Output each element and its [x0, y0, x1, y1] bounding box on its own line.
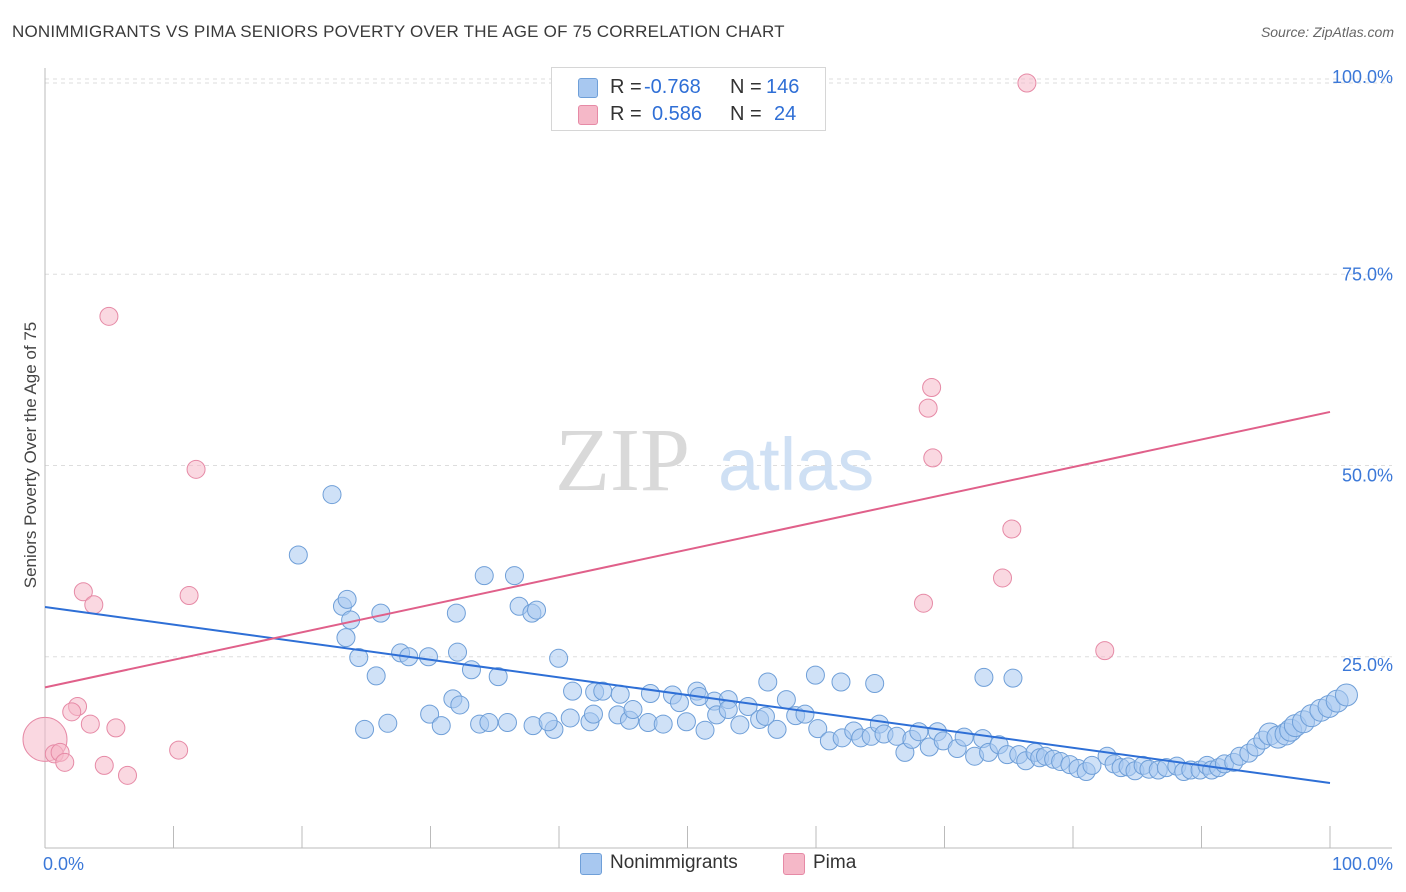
nonimmigrants-point: [420, 704, 440, 724]
legend-n-label: N =: [730, 103, 762, 125]
legend-r-value: 0.586: [652, 103, 703, 125]
nonimmigrants-point: [479, 713, 499, 733]
nonimmigrants-point: [583, 704, 603, 724]
nonimmigrants-point: [288, 545, 308, 565]
pima-point: [55, 752, 75, 772]
nonimmigrants-point: [974, 667, 994, 687]
nonimmigrants-point: [865, 674, 885, 694]
pima-point: [118, 765, 138, 785]
source-credit: Source: ZipAtlas.com: [1260, 24, 1394, 40]
nonimmigrants-point: [695, 720, 715, 740]
legend-swatch-pink: [578, 105, 598, 125]
legend-label: Nonimmigrants: [610, 852, 738, 873]
nonimmigrants-point: [366, 666, 386, 686]
legend-n-value: 146: [766, 76, 800, 98]
nonimmigrants-point: [1082, 755, 1102, 775]
nonimmigrants-point: [446, 603, 466, 623]
pima-point: [923, 448, 943, 468]
legend-swatch-blue: [578, 78, 598, 98]
y-axis-label: Seniors Poverty Over the Age of 75: [21, 321, 40, 589]
nonimmigrants-point: [349, 648, 369, 668]
nonimmigrants-point: [767, 719, 787, 739]
nonimmigrants-point: [431, 716, 451, 736]
nonimmigrants-point: [527, 600, 547, 620]
nonimmigrants-point: [504, 566, 524, 586]
nonimmigrants-point: [1334, 683, 1358, 707]
y-tick-label: 25.0%: [1342, 655, 1393, 675]
nonimmigrants-point: [776, 690, 796, 710]
y-tick-label: 100.0%: [1332, 67, 1393, 87]
pima-point: [913, 593, 933, 613]
legend-r-label: R =: [610, 76, 642, 98]
pima-point: [1017, 73, 1037, 93]
nonimmigrants-point: [676, 712, 696, 732]
nonimmigrants-point: [336, 628, 356, 648]
legend-n-value: 24: [774, 103, 797, 125]
pima-point: [1095, 641, 1115, 661]
legend-swatch-pink: [783, 853, 805, 875]
pima-point: [922, 377, 942, 397]
pima-point: [1002, 519, 1022, 539]
pima-point: [918, 398, 938, 418]
nonimmigrants-point: [448, 642, 468, 662]
pima-point: [179, 586, 199, 606]
nonimmigrants-point: [322, 485, 342, 505]
pima-point: [73, 582, 93, 602]
pima-point: [106, 718, 126, 738]
nonimmigrants-point: [718, 700, 738, 720]
nonimmigrants-trendline: [44, 606, 1331, 784]
pima-point: [84, 595, 104, 615]
nonimmigrants-point: [488, 667, 508, 687]
nonimmigrants-point: [497, 713, 517, 733]
nonimmigrants-point: [758, 672, 778, 692]
nonimmigrants-point: [669, 693, 689, 713]
nonimmigrants-point: [623, 700, 643, 720]
nonimmigrants-point: [549, 648, 569, 668]
chart-title: NONIMMIGRANTS VS PIMA SENIORS POVERTY OV…: [12, 22, 785, 41]
nonimmigrants-point: [795, 704, 815, 724]
nonimmigrants-point: [378, 713, 398, 733]
nonimmigrants-point: [954, 727, 974, 747]
nonimmigrants-point: [1003, 668, 1023, 688]
pima-point: [94, 755, 114, 775]
x-tick-label: 100.0%: [1332, 854, 1393, 874]
nonimmigrants-point: [755, 706, 775, 726]
nonimmigrants-point: [563, 681, 583, 701]
pima-point: [99, 306, 119, 326]
nonimmigrants-point: [730, 715, 750, 735]
nonimmigrants-point: [337, 589, 357, 609]
nonimmigrants-point: [805, 665, 825, 685]
nonimmigrants-point: [808, 719, 828, 739]
y-tick-label: 75.0%: [1342, 264, 1393, 284]
legend-label: Pima: [813, 852, 857, 873]
watermark-atlas: atlas: [718, 423, 874, 506]
pima-trendline: [44, 410, 1331, 689]
nonimmigrants-point: [461, 660, 481, 680]
pima-point: [169, 740, 189, 760]
legend-r-value: -0.768: [644, 76, 701, 98]
nonimmigrants-point: [610, 684, 630, 704]
y-tick-label: 50.0%: [1342, 466, 1393, 486]
nonimmigrants-point: [640, 683, 660, 703]
legend-r-label: R =: [610, 103, 642, 125]
nonimmigrants-point: [560, 708, 580, 728]
nonimmigrants-point: [538, 712, 558, 732]
pima-point: [186, 459, 206, 479]
x-tick-label: 0.0%: [43, 854, 84, 874]
nonimmigrants-point: [653, 714, 673, 734]
correlation-legend: R = -0.768 N = 146 R = 0.586 N = 24: [551, 67, 826, 131]
legend-swatch-blue: [580, 853, 602, 875]
nonimmigrants-point: [831, 672, 851, 692]
pima-point: [993, 568, 1013, 588]
watermark-zip: ZIP: [555, 411, 690, 510]
legend-n-label: N =: [730, 76, 762, 98]
nonimmigrants-point: [450, 695, 470, 715]
pima-point: [80, 714, 100, 734]
nonimmigrants-point: [355, 719, 375, 739]
nonimmigrants-point: [474, 566, 494, 586]
nonimmigrants-point: [418, 647, 438, 667]
pima-point: [62, 702, 82, 722]
